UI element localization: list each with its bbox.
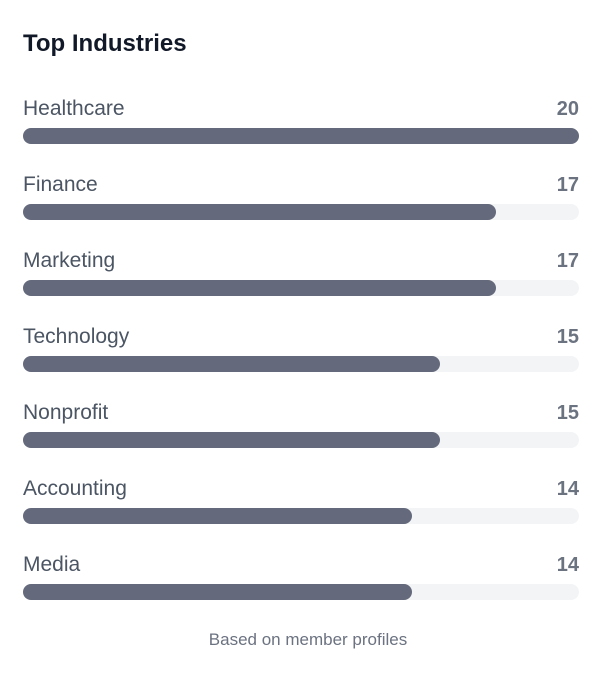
bar-track [23, 356, 579, 372]
bar-value: 17 [556, 174, 579, 196]
bar-value: 15 [556, 326, 579, 348]
bar-track [23, 128, 579, 144]
chart-title: Top Industries [23, 30, 187, 57]
bar-label: Healthcare [23, 97, 125, 120]
bar-track [23, 508, 579, 524]
bar-track [23, 204, 579, 220]
bar-fill [23, 128, 579, 144]
bar-value: 14 [556, 478, 579, 500]
bar-label: Finance [23, 173, 98, 196]
bar-label: Technology [23, 325, 130, 348]
bar-value: 14 [556, 554, 579, 576]
bar-fill [23, 356, 440, 372]
bar-fill [23, 508, 413, 524]
footer-note: Based on member profiles [208, 630, 408, 649]
bar-label: Accounting [23, 477, 127, 500]
bar-label: Media [23, 553, 81, 576]
bar-fill [23, 584, 413, 600]
bar-value: 17 [556, 250, 579, 272]
bar-value: 20 [556, 98, 579, 120]
bar-fill [23, 204, 496, 220]
bar-track [23, 432, 579, 448]
bar-value: 15 [556, 402, 579, 424]
bar-label: Marketing [23, 249, 116, 272]
bar-track [23, 280, 579, 296]
bar-fill [23, 280, 496, 296]
bar-track [23, 584, 579, 600]
bar-fill [23, 432, 440, 448]
bar-label: Nonprofit [23, 401, 109, 424]
